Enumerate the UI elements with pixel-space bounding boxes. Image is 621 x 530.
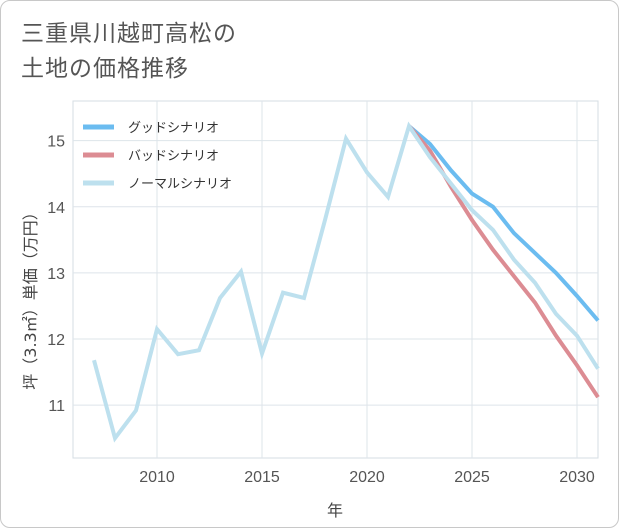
- x-tick-label-2020: 2020: [349, 469, 385, 486]
- y-axis-title: 坪（3.3㎡）単価（万円）: [21, 204, 40, 389]
- series-lines: [92, 121, 600, 443]
- legend-label-1: バッドシナリオ: [128, 149, 219, 164]
- gridlines: [73, 101, 598, 458]
- axis-ticks: 2010 2015 2020 2025 2030 11 12 13 14 15: [47, 134, 595, 486]
- x-tick-label-2030: 2030: [559, 469, 595, 486]
- x-tick-label-2025: 2025: [454, 469, 490, 486]
- series-line-2: [92, 121, 600, 443]
- series-line-0: [407, 124, 600, 322]
- x-axis-title: 年: [327, 501, 343, 520]
- y-tick-label-12: 12: [47, 332, 65, 349]
- legend-label-2: ノーマルシナリオ: [128, 177, 232, 192]
- x-tick-label-2015: 2015: [244, 469, 280, 486]
- y-tick-label-15: 15: [47, 134, 65, 151]
- plot-area: [72, 100, 599, 459]
- y-tick-label-11: 11: [48, 398, 65, 415]
- y-tick-label-14: 14: [47, 200, 65, 217]
- x-tick-label-2010: 2010: [139, 469, 175, 486]
- y-tick-label-13: 13: [47, 266, 65, 283]
- chart-title: 三重県川越町高松の 土地の価格推移: [21, 21, 237, 82]
- legend-label-0: グッドシナリオ: [128, 121, 219, 136]
